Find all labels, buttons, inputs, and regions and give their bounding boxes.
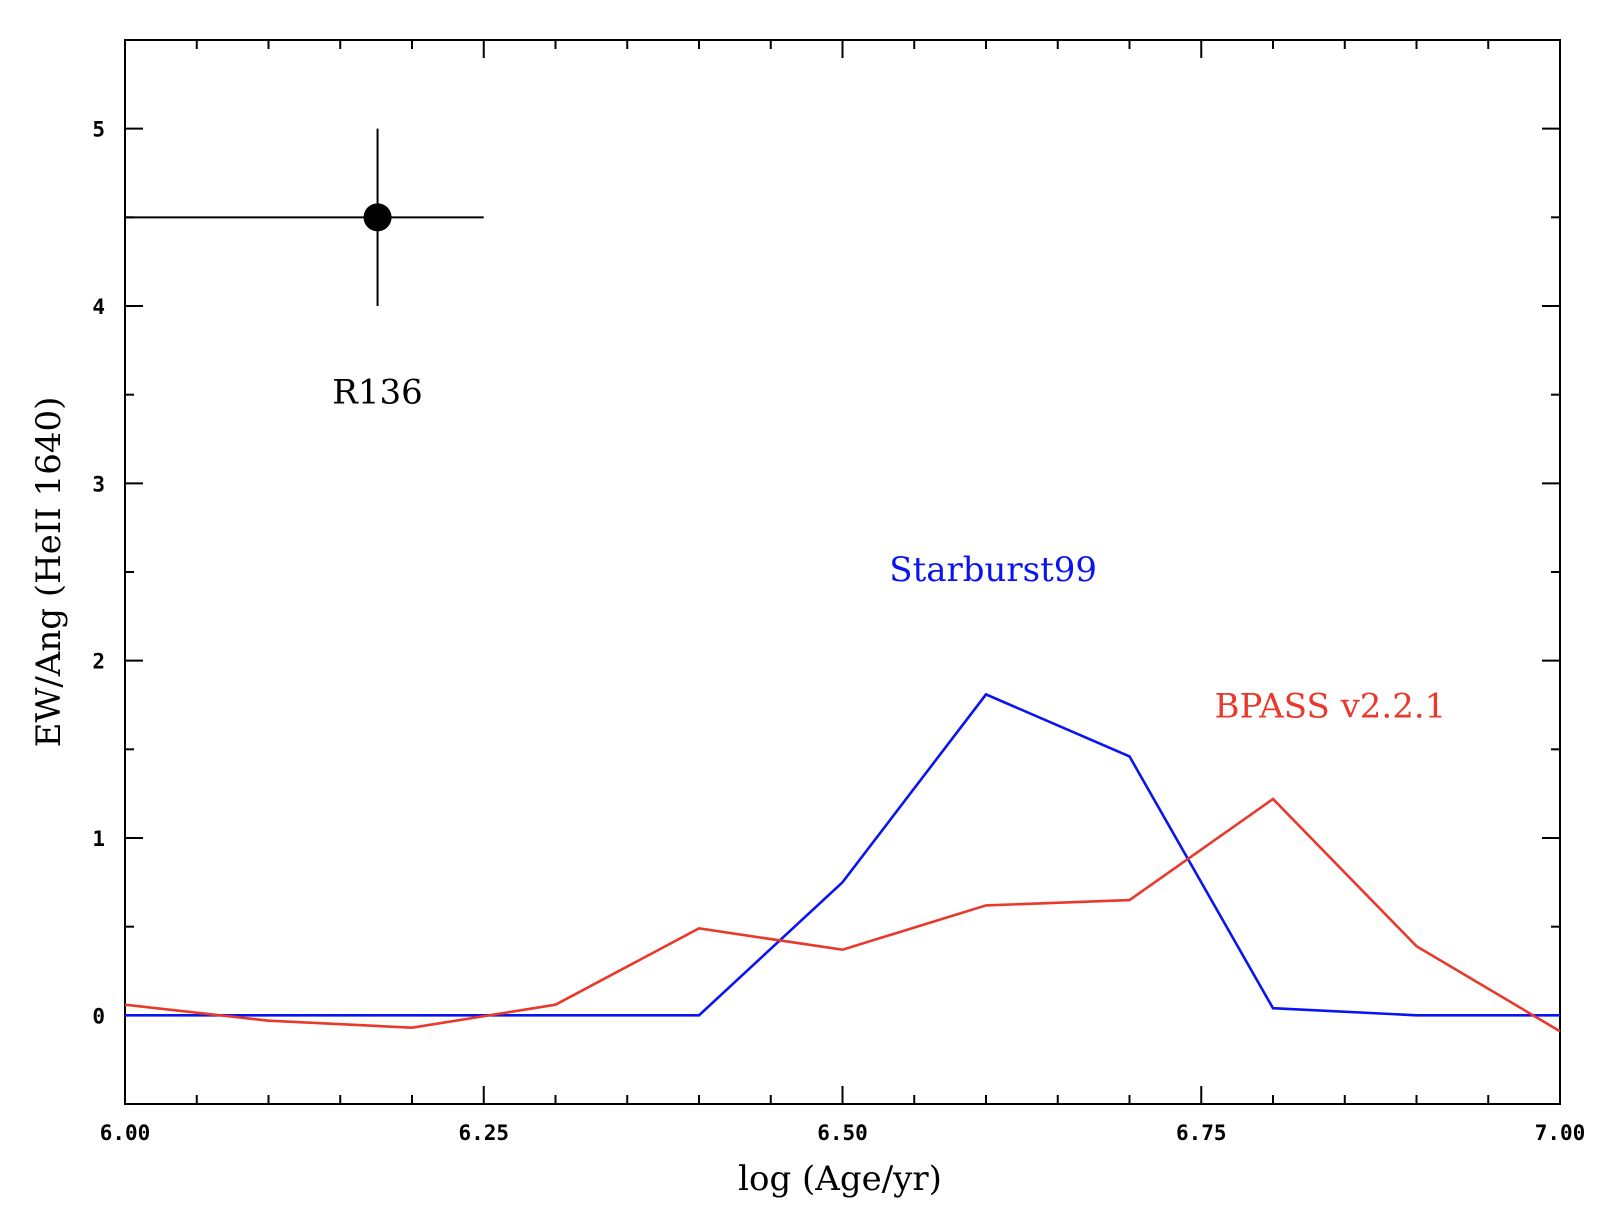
y-tick-label: 1: [92, 827, 105, 851]
x-tick-label: 6.25: [458, 1121, 509, 1145]
data-point-r136: [363, 203, 392, 232]
plot-frame: [124, 39, 1561, 1105]
tick-labels: 6.00 6.25 6.50 6.75 7.00 0 1 2 3 4 5: [92, 118, 1585, 1145]
axis-ticks: [124, 39, 1561, 1105]
annotation-starburst99: Starburst99: [889, 550, 1097, 590]
annotations-layer: R136 Starburst99 BPASS v2.2.1: [332, 373, 1446, 727]
y-tick-label: 5: [92, 118, 105, 142]
data-points-layer: [125, 128, 484, 306]
y-tick-label: 3: [92, 472, 105, 496]
annotation-bpass-v2-2-1: BPASS v2.2.1: [1214, 686, 1446, 726]
series-layer: [124, 692, 1561, 1033]
x-axis-label: log (Age/yr): [738, 1159, 942, 1199]
annotation-r136: R136: [332, 373, 423, 413]
series-line-bpass-v2-2-1: [124, 797, 1561, 1033]
y-tick-label: 0: [92, 1004, 105, 1028]
x-tick-label: 6.75: [1176, 1121, 1227, 1145]
y-axis-label: EW/Ang (HeII 1640): [29, 397, 69, 748]
x-tick-label: 6.00: [100, 1121, 151, 1145]
y-tick-label: 4: [92, 295, 105, 319]
x-tick-label: 7.00: [1535, 1121, 1586, 1145]
series-line-starburst99: [125, 692, 1560, 1017]
plot-border: [124, 39, 1561, 1105]
y-tick-label: 2: [92, 650, 105, 674]
x-tick-label: 6.50: [817, 1121, 868, 1145]
